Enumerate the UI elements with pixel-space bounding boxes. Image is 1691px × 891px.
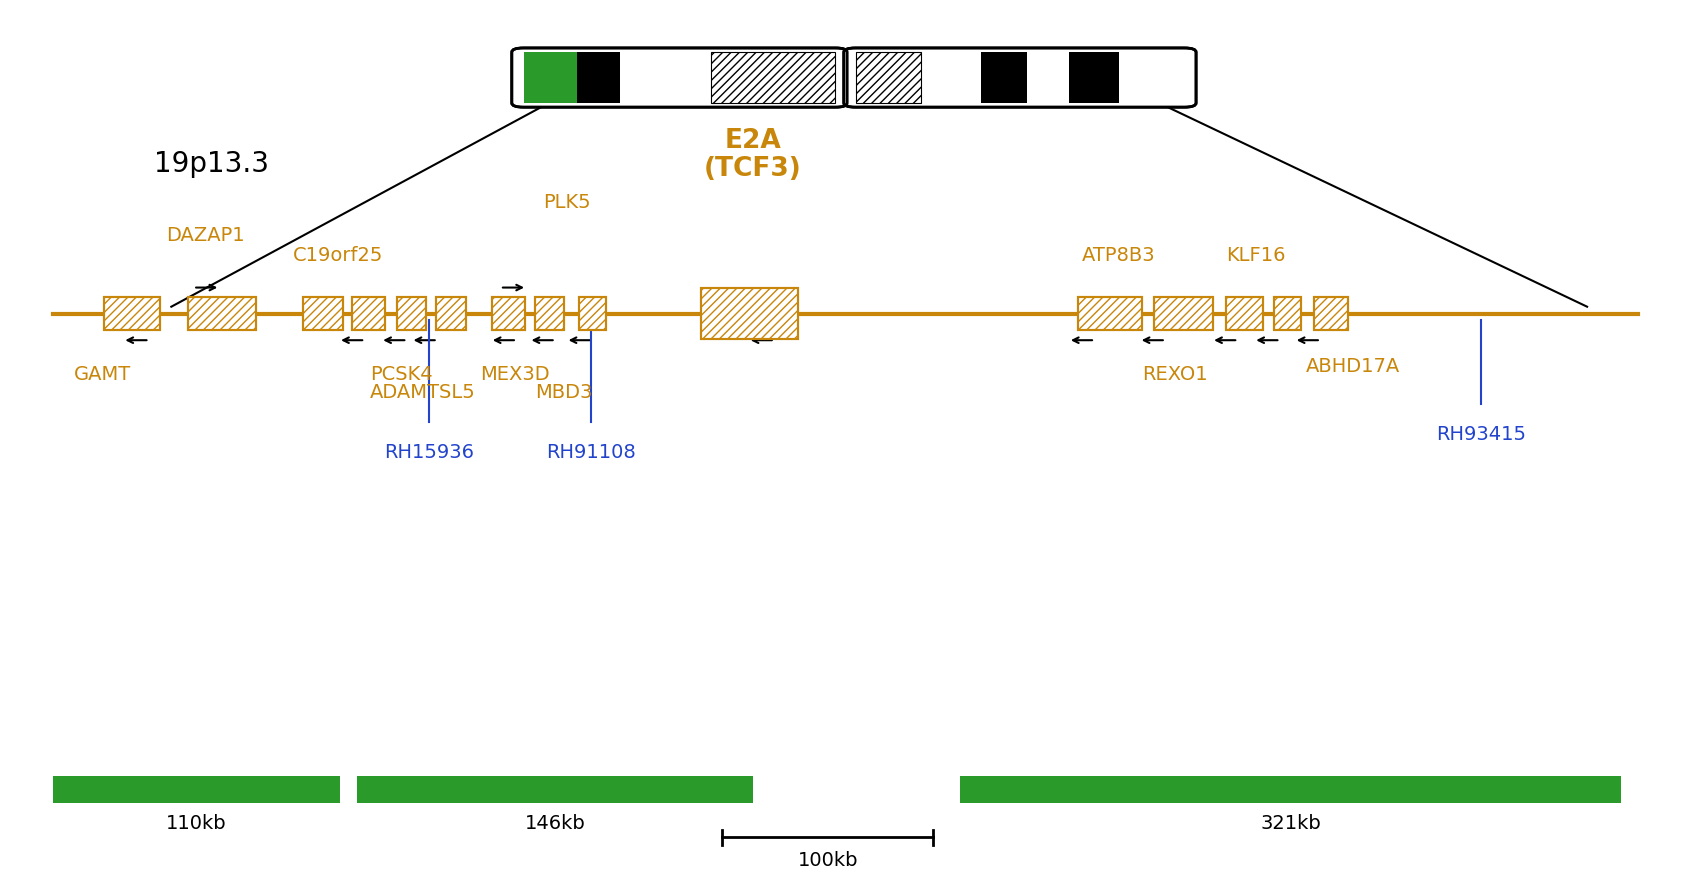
Bar — [621, 53, 710, 103]
Bar — [960, 776, 1620, 803]
Text: 110kb: 110kb — [166, 813, 227, 833]
Bar — [1069, 53, 1118, 103]
Bar — [492, 298, 526, 331]
Bar — [856, 53, 922, 103]
Bar — [352, 298, 386, 331]
Bar — [357, 776, 752, 803]
Bar — [1153, 298, 1212, 331]
Text: KLF16: KLF16 — [1226, 246, 1285, 265]
Bar — [436, 298, 467, 331]
Bar — [436, 298, 467, 331]
Bar — [1314, 298, 1348, 331]
Bar — [536, 298, 565, 331]
Bar — [1079, 298, 1141, 331]
Bar — [103, 298, 159, 331]
Text: GAMT: GAMT — [74, 364, 130, 384]
Bar — [981, 53, 1026, 103]
Bar — [397, 298, 426, 331]
Bar — [1226, 298, 1263, 331]
Text: ADAMTSL5: ADAMTSL5 — [370, 382, 475, 402]
FancyBboxPatch shape — [844, 48, 1196, 107]
Text: 19p13.3: 19p13.3 — [154, 151, 269, 178]
Bar — [1118, 53, 1184, 103]
Text: MEX3D: MEX3D — [480, 364, 550, 384]
Bar — [1153, 298, 1212, 331]
Bar — [856, 53, 922, 103]
Bar — [700, 289, 798, 339]
Text: PLK5: PLK5 — [543, 193, 592, 212]
Bar — [1026, 53, 1069, 103]
Text: MBD3: MBD3 — [536, 382, 594, 402]
Bar — [303, 298, 343, 331]
Bar — [524, 53, 577, 103]
FancyBboxPatch shape — [512, 48, 847, 107]
Bar — [577, 53, 621, 103]
Text: 100kb: 100kb — [798, 851, 857, 870]
Text: PCSK4: PCSK4 — [370, 364, 433, 384]
Bar — [580, 298, 605, 331]
Text: DAZAP1: DAZAP1 — [166, 226, 245, 245]
Bar — [1314, 298, 1348, 331]
Text: REXO1: REXO1 — [1141, 364, 1207, 384]
Bar — [1273, 298, 1300, 331]
Text: RH93415: RH93415 — [1436, 424, 1525, 444]
Bar — [1273, 298, 1300, 331]
Text: 321kb: 321kb — [1260, 813, 1321, 833]
Bar — [188, 298, 255, 331]
Text: E2A
(TCF3): E2A (TCF3) — [703, 128, 802, 183]
Text: ABHD17A: ABHD17A — [1305, 357, 1400, 376]
Bar — [710, 53, 835, 103]
Bar — [492, 298, 526, 331]
Bar — [303, 298, 343, 331]
Bar — [54, 776, 340, 803]
Bar — [352, 298, 386, 331]
Text: RH91108: RH91108 — [546, 443, 636, 462]
Bar — [103, 298, 159, 331]
Bar — [536, 298, 565, 331]
Text: 146kb: 146kb — [526, 813, 587, 833]
Bar — [188, 298, 255, 331]
Bar — [397, 298, 426, 331]
Bar — [580, 298, 605, 331]
Text: ATP8B3: ATP8B3 — [1082, 246, 1155, 265]
Bar — [700, 289, 798, 339]
Bar — [710, 53, 835, 103]
Text: C19orf25: C19orf25 — [293, 246, 384, 265]
Bar — [1226, 298, 1263, 331]
Bar — [1079, 298, 1141, 331]
Text: RH15936: RH15936 — [384, 443, 473, 462]
Bar — [922, 53, 981, 103]
